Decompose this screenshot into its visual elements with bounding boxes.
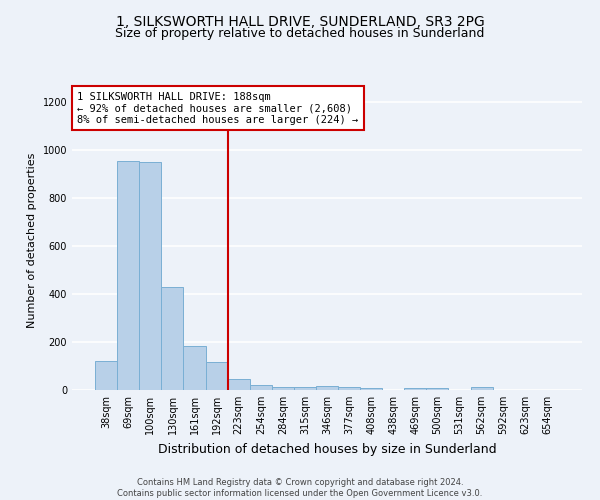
Bar	[206, 362, 227, 390]
Bar	[404, 388, 427, 390]
Text: 1 SILKSWORTH HALL DRIVE: 188sqm
← 92% of detached houses are smaller (2,608)
8% : 1 SILKSWORTH HALL DRIVE: 188sqm ← 92% of…	[77, 92, 358, 124]
Bar	[161, 287, 184, 390]
X-axis label: Distribution of detached houses by size in Sunderland: Distribution of detached houses by size …	[158, 442, 496, 456]
Bar	[427, 388, 448, 390]
Bar	[360, 388, 382, 390]
Bar	[272, 387, 294, 390]
Bar	[316, 386, 338, 390]
Text: Size of property relative to detached houses in Sunderland: Size of property relative to detached ho…	[115, 28, 485, 40]
Bar	[184, 346, 206, 390]
Bar	[470, 387, 493, 390]
Y-axis label: Number of detached properties: Number of detached properties	[27, 152, 37, 328]
Bar	[227, 379, 250, 390]
Bar	[338, 387, 360, 390]
Bar	[250, 385, 272, 390]
Text: Contains HM Land Registry data © Crown copyright and database right 2024.
Contai: Contains HM Land Registry data © Crown c…	[118, 478, 482, 498]
Bar	[95, 361, 117, 390]
Text: 1, SILKSWORTH HALL DRIVE, SUNDERLAND, SR3 2PG: 1, SILKSWORTH HALL DRIVE, SUNDERLAND, SR…	[116, 15, 484, 29]
Bar	[117, 161, 139, 390]
Bar	[139, 162, 161, 390]
Bar	[294, 387, 316, 390]
